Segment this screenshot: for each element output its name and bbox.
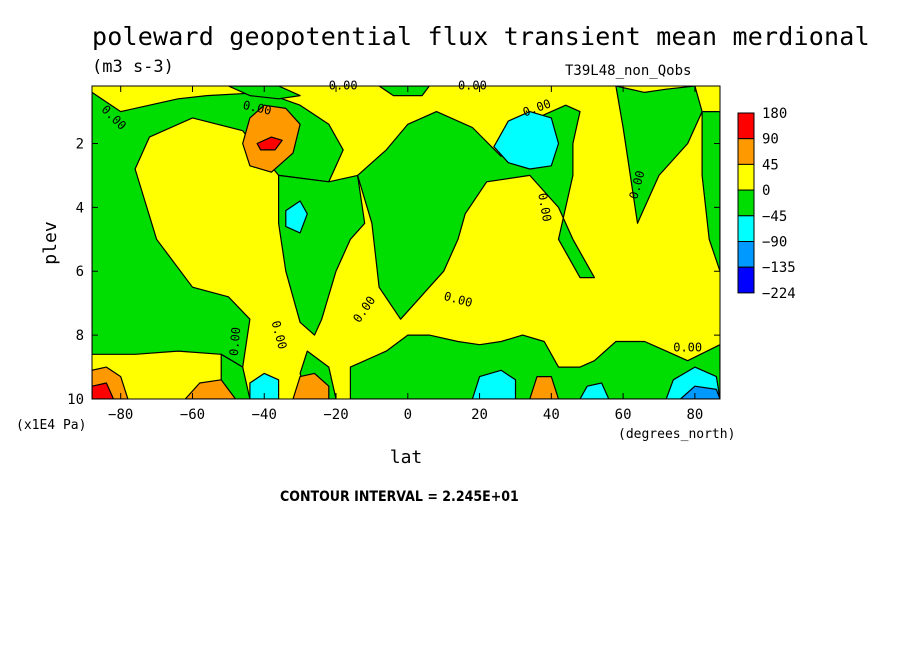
x-tick-label: 60: [615, 407, 632, 423]
axes: −80 −60 −40 −20 0 20 40 60 80 2 4 6 8 10 lat (degrees_n…: [16, 86, 735, 468]
y-axis-label: plev: [40, 221, 61, 264]
x-tick-label: 20: [471, 407, 488, 423]
legend-swatch: [737, 241, 755, 268]
contour-region-16: [679, 385, 720, 399]
legend-level-label: 45: [762, 157, 779, 173]
x-tick-label: 0: [404, 407, 412, 423]
contour-label: 0.00: [673, 340, 702, 354]
x-tick-label: −40: [252, 407, 277, 423]
legend-level-label: 0: [762, 183, 770, 199]
contour-label: 0.00: [329, 79, 358, 93]
contour-region-19: [184, 379, 237, 399]
contour-interval: CONTOUR INTERVAL = 2.245E+01: [280, 489, 519, 505]
contour-region-10: [493, 110, 560, 170]
contour-label: 0.00: [242, 98, 273, 118]
x-axis-units: (degrees_north): [618, 427, 735, 442]
legend-level-label: −45: [762, 209, 787, 225]
run-label: T39L48_non_Qobs: [565, 63, 692, 79]
x-tick-label: 80: [686, 407, 703, 423]
contour-region-14: [579, 382, 610, 399]
legend-swatch: [737, 112, 755, 140]
legend-level-label: 180: [762, 106, 787, 122]
legend-level-label: −135: [762, 260, 796, 276]
legend-swatch: [737, 266, 755, 294]
legend-swatch: [737, 163, 755, 191]
y-tick-label: 10: [67, 392, 84, 408]
y-tick-label: 2: [76, 136, 84, 152]
contour-region-6: [615, 86, 703, 224]
legend-level-label: −224: [762, 286, 796, 302]
contour-region-9: [378, 86, 430, 97]
plot-area: [91, 85, 721, 400]
y-tick-label: 8: [76, 328, 84, 344]
y-axis-units: (x1E4 Pa): [16, 418, 86, 433]
contour-region-20: [292, 372, 330, 399]
y-tick-label: 4: [76, 200, 84, 216]
legend-level-label: −90: [762, 235, 787, 251]
filled-contours: [92, 86, 720, 399]
y-tick-label: 6: [76, 264, 84, 280]
x-tick-label: −80: [108, 407, 133, 423]
x-tick-label: −20: [323, 407, 348, 423]
contour-region-12: [249, 372, 280, 399]
plot-frame: [91, 85, 721, 400]
x-tick-label: 40: [543, 407, 560, 423]
contour-region-23: [92, 382, 115, 399]
contour-region-7: [701, 110, 720, 272]
contour-label: 0.00: [535, 192, 554, 223]
legend-swatch: [737, 215, 755, 243]
contour-region-4: [349, 334, 720, 399]
contour-region-22: [256, 136, 283, 151]
legend-swatch: [737, 138, 755, 165]
contour-label: 0.00: [458, 79, 487, 93]
chart-title: poleward geopotential flux transient mea…: [92, 22, 870, 51]
legend: 180 90 45 0 −45 −90 −135 −224: [737, 106, 796, 302]
contour-region-13: [471, 369, 517, 399]
legend-swatch: [737, 189, 755, 217]
contour-region-8: [227, 86, 301, 100]
x-axis-label: lat: [390, 447, 423, 468]
contour-region-11: [285, 200, 308, 234]
x-tick-label: −60: [180, 407, 205, 423]
chart-units: (m3 s-3): [92, 57, 174, 77]
contour-labels: 0.00 0.000.00 0.000.000.000.000.000.000.00…: [99, 79, 702, 357]
contour-label: 0.00: [227, 326, 243, 356]
legend-level-label: 90: [762, 132, 779, 148]
